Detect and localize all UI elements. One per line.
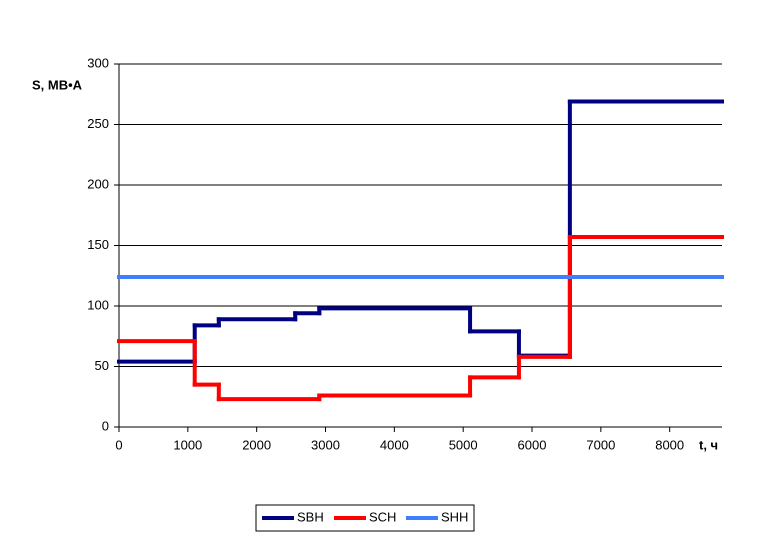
legend-label: SHH — [441, 509, 468, 524]
x-tick-label: 5000 — [449, 437, 478, 452]
y-tick-label: 50 — [95, 358, 109, 373]
x-tick-label: 1000 — [173, 437, 202, 452]
x-tick-label: 8000 — [655, 437, 684, 452]
y-axis-title: S, МВ•А — [32, 77, 83, 92]
y-tick-label: 0 — [102, 418, 109, 433]
x-tick-label: 0 — [115, 437, 122, 452]
x-tick-label: 7000 — [586, 437, 615, 452]
y-tick-label: 150 — [87, 237, 109, 252]
x-tick-label: 6000 — [518, 437, 547, 452]
x-tick-label: 4000 — [380, 437, 409, 452]
y-tick-label: 250 — [87, 116, 109, 131]
x-tick-label: 2000 — [242, 437, 271, 452]
y-tick-label: 200 — [87, 176, 109, 191]
y-tick-label: 300 — [87, 55, 109, 70]
x-axis-title: t, ч — [699, 437, 718, 452]
y-tick-label: 100 — [87, 297, 109, 312]
x-tick-label: 3000 — [311, 437, 340, 452]
legend-label: SCH — [369, 509, 396, 524]
legend-label: SBH — [297, 509, 324, 524]
